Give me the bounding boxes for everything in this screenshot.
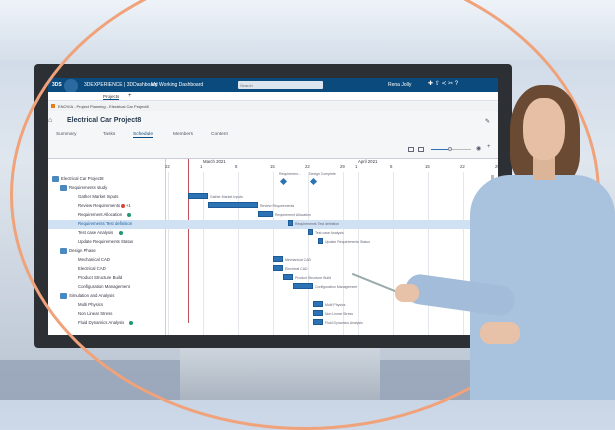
presenter-face xyxy=(523,98,565,160)
presenter-hand-2 xyxy=(480,322,520,344)
presenter-hand xyxy=(395,284,419,302)
